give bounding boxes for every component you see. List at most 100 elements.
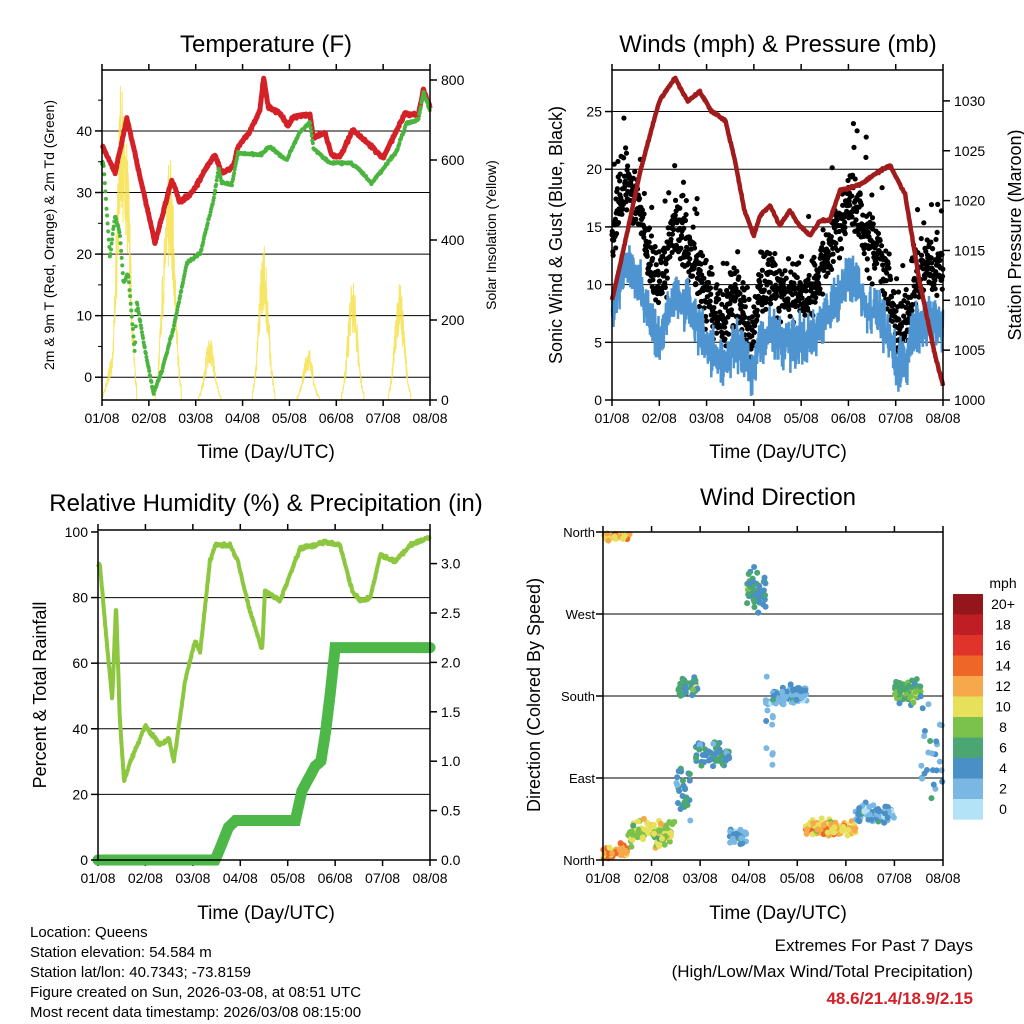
colorbar-label: 18 <box>995 617 1011 633</box>
direction-point <box>689 686 696 693</box>
gust-point <box>691 245 698 251</box>
gust-point <box>670 221 676 227</box>
dewpoint-point <box>309 133 314 138</box>
y-tick-label: North <box>563 853 595 868</box>
dewpoint-point <box>108 252 113 257</box>
gust-point <box>744 284 750 291</box>
dewpoint-point <box>198 251 203 256</box>
direction-point <box>921 733 928 740</box>
dewpoint-point <box>165 350 170 355</box>
gust-point <box>653 262 659 268</box>
gust-point <box>905 300 911 306</box>
gust-point <box>657 278 663 284</box>
direction-point <box>634 834 641 841</box>
gust-point <box>666 190 672 196</box>
direction-point <box>928 750 935 757</box>
direction-point <box>687 817 694 824</box>
dewpoint-point <box>177 300 182 305</box>
direction-point <box>861 808 868 815</box>
direction-point <box>761 596 768 603</box>
gust-point <box>662 198 668 204</box>
y-tick-label: 20 <box>72 786 88 802</box>
gust-point <box>652 244 658 250</box>
direction-point <box>769 750 776 757</box>
dewpoint-point <box>114 216 119 221</box>
gust-point <box>694 196 700 202</box>
gust-point <box>886 251 892 257</box>
direction-points <box>600 530 946 862</box>
gust-point <box>842 219 848 225</box>
colorbar-swatch <box>953 696 983 718</box>
gust-point <box>750 342 756 349</box>
y-tick-label: 30 <box>76 185 92 201</box>
gust-point <box>833 240 839 246</box>
direction-point <box>628 828 635 835</box>
gust-point <box>805 307 811 313</box>
gust-point <box>661 249 668 255</box>
gust-point <box>620 206 626 212</box>
direction-point <box>745 571 752 578</box>
y2-tick-label: 200 <box>441 312 465 328</box>
gust-point <box>928 201 935 208</box>
x-tick-label: 03/08 <box>178 410 213 426</box>
gust-point <box>896 317 902 323</box>
direction-point <box>738 835 745 842</box>
dewpoint-point <box>160 369 165 374</box>
direction-point <box>762 697 769 704</box>
direction-point <box>763 745 770 752</box>
direction-point <box>675 799 682 806</box>
gust-point <box>672 163 678 169</box>
direction-point <box>677 682 684 689</box>
humidity-title: Relative Humidity (%) & Precipitation (i… <box>49 490 482 517</box>
direction-point <box>856 805 863 812</box>
direction-point <box>739 840 746 847</box>
gust-point <box>918 235 924 242</box>
gust-point <box>655 272 661 278</box>
dewpoint-point <box>135 302 140 307</box>
x-tick-label: 05/08 <box>784 410 819 426</box>
direction-point <box>762 580 769 587</box>
gust-point <box>816 281 822 288</box>
dewpoint-point <box>214 178 219 183</box>
colorbar-swatch <box>953 778 983 800</box>
gust-point <box>765 261 771 267</box>
direction-point <box>884 814 891 821</box>
gust-point <box>696 303 702 310</box>
dewpoint-point <box>110 237 115 242</box>
plot-frame <box>97 529 431 861</box>
direction-point <box>754 569 761 576</box>
gust-point <box>828 266 835 273</box>
gust-point <box>874 260 880 267</box>
direction-point <box>605 537 612 544</box>
colorbar-swatch <box>953 594 983 615</box>
direction-point <box>729 835 736 842</box>
dewpoint-point <box>214 182 219 187</box>
latlon-text: Station lat/lon: 40.7343; -73.8159 <box>30 964 251 981</box>
direction-point <box>616 846 623 853</box>
y2-tick-label: 1030 <box>954 93 985 109</box>
dewpoint-point <box>182 272 187 277</box>
x-tick-label: 08/08 <box>412 410 447 426</box>
created-text: Figure created on Sun, 2026-03-08, at 08… <box>30 984 361 1001</box>
gust-point <box>883 248 889 254</box>
colorbar-swatch <box>953 799 983 820</box>
direction-point <box>896 700 903 707</box>
direction-point <box>609 850 616 857</box>
direction-point <box>779 688 786 695</box>
colorbar-label: 16 <box>995 637 1011 653</box>
dewpoint-point <box>135 306 140 311</box>
gust-point <box>621 155 627 161</box>
gust-point <box>761 287 767 293</box>
dewpoint-point <box>142 345 147 350</box>
dewpoint-point <box>109 241 114 246</box>
dewpoint-point <box>104 206 109 211</box>
gust-point <box>649 255 656 262</box>
x-tick-label: 02/08 <box>642 410 677 426</box>
direction-point <box>787 681 794 688</box>
gust-point <box>895 304 901 310</box>
gust-point <box>737 290 743 297</box>
direction-point <box>710 740 717 747</box>
gust-point <box>690 224 696 230</box>
gust-point <box>865 229 872 235</box>
x-tick-label: 01/08 <box>594 410 629 426</box>
